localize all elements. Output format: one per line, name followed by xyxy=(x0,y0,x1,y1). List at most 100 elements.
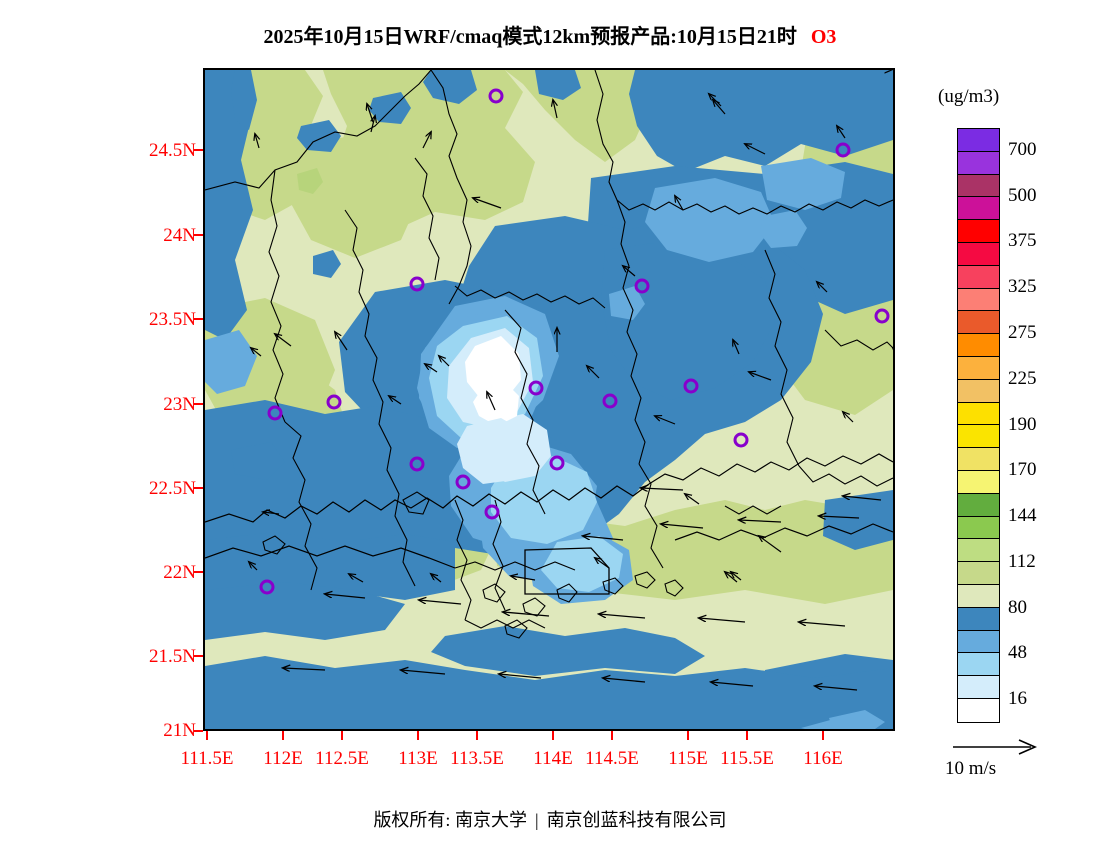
colorbar-band xyxy=(958,356,999,380)
y-tick-label: 22.5N xyxy=(149,478,196,499)
page-title: 2025年10月15日WRF/cmaq模式12km预报产品:10月15日21时 O… xyxy=(0,20,1100,49)
x-tick-label: 112E xyxy=(263,748,303,769)
boundary-layer xyxy=(205,70,893,639)
x-tick-label: 115E xyxy=(668,748,708,769)
station-marker[interactable] xyxy=(528,380,544,396)
colorbar-band xyxy=(958,288,999,312)
station-marker[interactable] xyxy=(259,579,275,595)
colorbar-band xyxy=(958,379,999,403)
station-marker[interactable] xyxy=(733,432,749,448)
station-marker[interactable] xyxy=(484,504,500,520)
y-tick xyxy=(194,318,203,320)
station-marker[interactable] xyxy=(409,456,425,472)
x-tick xyxy=(687,731,689,740)
colorbar-band xyxy=(958,562,999,585)
colorbar-band xyxy=(958,129,999,152)
wind-vector-layer xyxy=(249,70,893,583)
x-tick-label: 111.5E xyxy=(180,748,234,769)
colorbar-band xyxy=(958,539,999,563)
colorbar[interactable] xyxy=(957,128,1000,723)
x-tick xyxy=(206,731,208,740)
colorbar-band xyxy=(958,607,999,631)
x-tick-label: 112.5E xyxy=(315,748,369,769)
x-tick xyxy=(746,731,748,740)
colorbar-tick-label: 170 xyxy=(1008,459,1037,481)
colorbar-tick-label: 80 xyxy=(1008,596,1027,618)
contour-fill-layer xyxy=(205,70,893,729)
y-tick xyxy=(194,571,203,573)
x-tick xyxy=(417,731,419,740)
colorbar-tick-label: 225 xyxy=(1008,367,1037,389)
footer-company-text: 南京创蓝科技有限公司 xyxy=(546,810,727,830)
station-marker[interactable] xyxy=(455,474,471,490)
colorbar-tick-label: 375 xyxy=(1008,230,1037,252)
y-tick-label: 23.5N xyxy=(149,309,196,330)
y-tick xyxy=(194,149,203,151)
colorbar-band xyxy=(958,516,999,540)
map-canvas xyxy=(205,70,893,729)
wind-scale-label: 10 m/s xyxy=(945,758,997,779)
x-tick-label: 113E xyxy=(398,748,438,769)
colorbar-tick-label: 144 xyxy=(1008,505,1037,527)
footer-separator: | xyxy=(534,810,539,830)
x-tick-label: 113.5E xyxy=(450,748,504,769)
colorbar-tick-label: 500 xyxy=(1008,184,1037,206)
station-marker[interactable] xyxy=(409,276,425,292)
footer-copyright: 版权所有: 南京大学 | 南京创蓝科技有限公司 xyxy=(0,806,1100,832)
colorbar-band xyxy=(958,493,999,517)
colorbar-band xyxy=(958,174,999,198)
station-marker[interactable] xyxy=(835,142,851,158)
station-marker[interactable] xyxy=(267,405,283,421)
colorbar-band xyxy=(958,630,999,654)
y-tick xyxy=(194,487,203,489)
x-tick-label: 114E xyxy=(533,748,573,769)
y-tick xyxy=(194,655,203,657)
colorbar-band xyxy=(958,584,999,608)
station-marker[interactable] xyxy=(634,278,650,294)
colorbar-band xyxy=(958,425,999,449)
station-marker[interactable] xyxy=(602,393,618,409)
colorbar-band xyxy=(958,698,999,722)
colorbar-band xyxy=(958,197,999,221)
arrow-right-icon xyxy=(951,738,1041,756)
x-tick xyxy=(341,731,343,740)
colorbar-tick-label: 325 xyxy=(1008,276,1037,298)
y-tick-label: 24N xyxy=(163,225,196,246)
wind-scale-legend: 10 m/s xyxy=(945,738,1085,780)
colorbar-band xyxy=(958,402,999,426)
y-tick xyxy=(194,234,203,236)
colorbar-band xyxy=(958,311,999,335)
y-tick-label: 24.5N xyxy=(149,140,196,161)
colorbar-band xyxy=(958,448,999,471)
colorbar-band xyxy=(958,151,999,175)
colorbar-tick-label: 190 xyxy=(1008,413,1037,435)
station-marker[interactable] xyxy=(488,88,504,104)
colorbar-band xyxy=(958,676,999,699)
colorbar-band xyxy=(958,242,999,266)
x-tick-label: 115.5E xyxy=(720,748,774,769)
sea-wind-vectors xyxy=(283,488,882,691)
y-tick xyxy=(194,403,203,405)
station-marker[interactable] xyxy=(326,394,342,410)
colorbar-tick-label: 48 xyxy=(1008,642,1027,664)
colorbar-band xyxy=(958,220,999,243)
x-tick xyxy=(282,731,284,740)
y-tick-label: 21.5N xyxy=(149,646,196,667)
title-species: O3 xyxy=(810,26,837,48)
footer-copyright-text: 版权所有: 南京大学 xyxy=(373,810,527,830)
station-marker[interactable] xyxy=(874,308,890,324)
map-plot-area[interactable] xyxy=(203,68,895,731)
x-tick-label: 114.5E xyxy=(585,748,639,769)
station-marker[interactable] xyxy=(683,378,699,394)
station-marker-layer xyxy=(259,88,890,595)
y-tick-label: 23N xyxy=(163,394,196,415)
title-text: 2025年10月15日WRF/cmaq模式12km预报产品:10月15日21时 xyxy=(263,26,797,48)
colorbar-band xyxy=(958,653,999,677)
x-tick-label: 116E xyxy=(803,748,843,769)
station-marker[interactable] xyxy=(549,455,565,471)
y-tick xyxy=(194,730,203,732)
x-tick xyxy=(552,731,554,740)
x-tick xyxy=(611,731,613,740)
y-tick-label: 22N xyxy=(163,562,196,583)
